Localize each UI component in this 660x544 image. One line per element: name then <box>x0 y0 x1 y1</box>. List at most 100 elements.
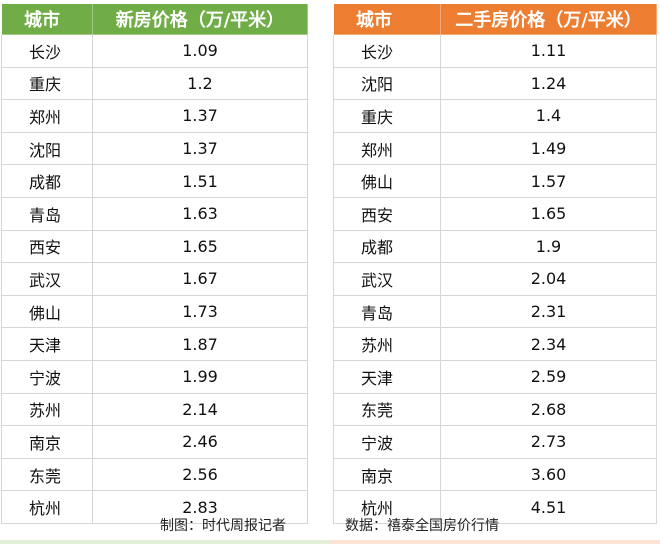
city-cell: 东莞 <box>333 392 441 427</box>
table-row: 成都 1.51 <box>1 164 308 198</box>
second-hand-price-table: 城市 二手房价格（万/平米） 长沙 1.11 沈阳 1.24 重庆 1.4 郑州 1.49 佛山… <box>333 3 657 524</box>
city-cell: 西安 <box>333 196 441 231</box>
table-header-row: 城市 新房价格（万/平米） <box>1 3 308 35</box>
price-cell: 1.57 <box>440 164 657 198</box>
orange-strip <box>330 540 660 544</box>
price-cell: 1.9 <box>440 229 657 264</box>
price-cell: 2.04 <box>440 262 657 296</box>
price-cell: 2.14 <box>92 392 308 427</box>
table-row: 西安 1.65 <box>333 196 657 231</box>
price-cell: 3.60 <box>440 457 657 492</box>
price-cell: 2.73 <box>440 425 657 459</box>
price-cell: 1.73 <box>92 294 308 329</box>
city-cell: 成都 <box>1 164 93 198</box>
city-cell: 青岛 <box>333 294 441 329</box>
table-row: 东莞 2.68 <box>333 392 657 427</box>
city-cell: 长沙 <box>333 34 441 68</box>
table-row: 武汉 1.67 <box>1 262 308 296</box>
table-row: 武汉 2.04 <box>333 262 657 296</box>
price-cell: 1.51 <box>92 164 308 198</box>
table-row: 天津 1.87 <box>1 327 308 361</box>
table-row: 天津 2.59 <box>333 359 657 394</box>
data-source-credit: 数据：禧泰全国房价行情 <box>345 518 499 534</box>
table-row: 杭州 4.51 <box>333 490 657 524</box>
city-cell: 沈阳 <box>1 131 93 166</box>
price-cell: 2.34 <box>440 327 657 361</box>
price-cell: 2.56 <box>92 457 308 492</box>
table-row: 成都 1.9 <box>333 229 657 264</box>
table-row: 宁波 2.73 <box>333 425 657 459</box>
table-row: 沈阳 1.24 <box>333 66 657 101</box>
city-cell: 郑州 <box>333 131 441 166</box>
price-cell: 1.37 <box>92 131 308 166</box>
table-row: 南京 2.46 <box>1 425 308 459</box>
city-cell: 宁波 <box>333 425 441 459</box>
table-row: 青岛 2.31 <box>333 294 657 329</box>
price-cell: 2.68 <box>440 392 657 427</box>
table-row: 郑州 1.49 <box>333 131 657 166</box>
table-row: 东莞 2.56 <box>1 457 308 492</box>
table-row: 重庆 1.4 <box>333 99 657 133</box>
table-row: 佛山 1.73 <box>1 294 308 329</box>
green-strip <box>0 540 330 544</box>
city-cell: 重庆 <box>333 99 441 133</box>
table-row: 长沙 1.11 <box>333 34 657 68</box>
bottom-color-strip <box>0 540 660 544</box>
price-cell: 1.99 <box>92 359 308 394</box>
city-column-header: 城市 <box>333 3 441 35</box>
table-row: 南京 3.60 <box>333 457 657 492</box>
city-cell: 苏州 <box>1 392 93 427</box>
price-cell: 1.65 <box>92 229 308 264</box>
table-row: 苏州 2.34 <box>333 327 657 361</box>
table-row: 重庆 1.2 <box>1 66 308 101</box>
city-cell: 武汉 <box>1 262 93 296</box>
price-cell: 1.09 <box>92 34 308 68</box>
table-row: 郑州 1.37 <box>1 99 308 133</box>
city-cell: 南京 <box>333 457 441 492</box>
chart-maker-credit: 制图：时代周报记者 <box>160 518 286 534</box>
city-cell: 佛山 <box>1 294 93 329</box>
city-cell: 天津 <box>333 359 441 394</box>
table-header-row: 城市 二手房价格（万/平米） <box>333 3 657 35</box>
city-cell: 天津 <box>1 327 93 361</box>
city-cell: 杭州 <box>1 490 93 524</box>
city-cell: 沈阳 <box>333 66 441 101</box>
city-cell: 苏州 <box>333 327 441 361</box>
price-cell: 1.4 <box>440 99 657 133</box>
city-cell: 南京 <box>1 425 93 459</box>
price-cell: 1.87 <box>92 327 308 361</box>
price-cell: 1.24 <box>440 66 657 101</box>
city-cell: 宁波 <box>1 359 93 394</box>
price-cell: 1.63 <box>92 196 308 231</box>
new-house-price-table: 城市 新房价格（万/平米） 长沙 1.09 重庆 1.2 郑州 1.37 沈阳 1.37 成都 1… <box>1 3 308 524</box>
new-price-column-header: 新房价格（万/平米） <box>92 3 308 35</box>
city-column-header: 城市 <box>1 3 93 35</box>
table-row: 佛山 1.57 <box>333 164 657 198</box>
second-hand-price-column-header: 二手房价格（万/平米） <box>440 3 657 35</box>
city-cell: 青岛 <box>1 196 93 231</box>
price-cell: 1.2 <box>92 66 308 101</box>
price-cell: 1.67 <box>92 262 308 296</box>
price-cell: 2.59 <box>440 359 657 394</box>
table-row: 沈阳 1.37 <box>1 131 308 166</box>
price-cell: 1.65 <box>440 196 657 231</box>
city-cell: 东莞 <box>1 457 93 492</box>
price-cell: 1.49 <box>440 131 657 166</box>
price-cell: 2.31 <box>440 294 657 329</box>
city-cell: 长沙 <box>1 34 93 68</box>
price-cell: 1.37 <box>92 99 308 133</box>
city-cell: 郑州 <box>1 99 93 133</box>
table-row: 长沙 1.09 <box>1 34 308 68</box>
price-cell: 4.51 <box>440 490 657 524</box>
price-cell: 2.46 <box>92 425 308 459</box>
price-cell: 1.11 <box>440 34 657 68</box>
table-row: 西安 1.65 <box>1 229 308 264</box>
table-row: 苏州 2.14 <box>1 392 308 427</box>
table-row: 青岛 1.63 <box>1 196 308 231</box>
footer: 制图：时代周报记者 数据：禧泰全国房价行情 <box>0 508 660 540</box>
city-cell: 重庆 <box>1 66 93 101</box>
city-cell: 武汉 <box>333 262 441 296</box>
table-row: 杭州 2.83 <box>1 490 308 524</box>
city-cell: 佛山 <box>333 164 441 198</box>
city-cell: 西安 <box>1 229 93 264</box>
